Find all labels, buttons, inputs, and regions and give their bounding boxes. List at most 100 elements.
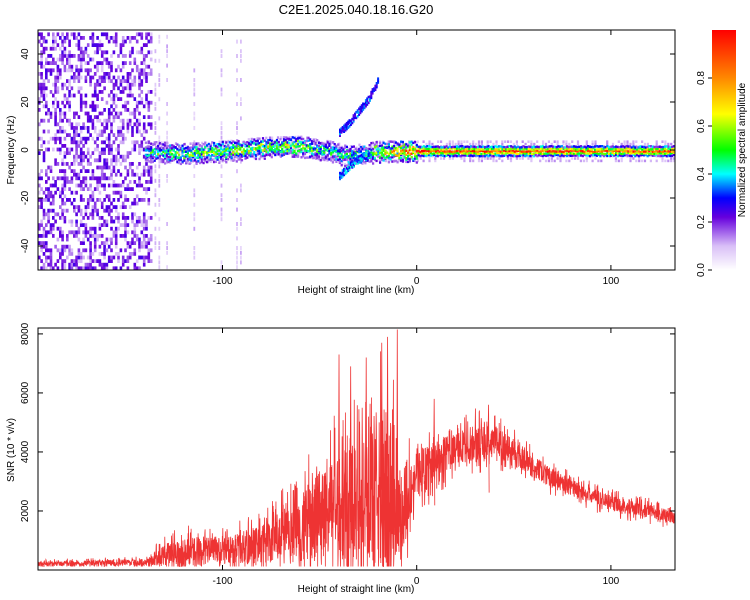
spectrogram-cell (667, 159, 670, 163)
spectrogram-cell (393, 155, 396, 158)
spectrogram-cell (620, 159, 623, 163)
spectrogram-cell (281, 147, 284, 151)
spectrogram-cell (131, 129, 134, 134)
spectrogram-cell (620, 152, 623, 156)
spectrogram-cell (389, 152, 392, 155)
spectrogram-cell (275, 141, 279, 145)
spectrogram-cell (75, 266, 78, 270)
spectrogram-cell (110, 129, 113, 134)
spectrogram-cell (121, 39, 125, 44)
spectrogram-cell (506, 155, 509, 158)
spectrogram-cell (107, 208, 111, 213)
spectrogram-cell (391, 160, 394, 163)
spectrogram-cell (380, 148, 383, 151)
spectrogram-cell (105, 61, 109, 65)
spectrogram-cell (75, 68, 78, 73)
spectrogram-cell (291, 148, 294, 152)
spectrogram-cell (216, 145, 219, 149)
spectrogram-cell (539, 147, 542, 151)
spectrogram-cell (107, 259, 111, 263)
spectrogram-cell (124, 187, 127, 191)
spectrogram-cell (98, 223, 102, 227)
spectrogram-cell (131, 230, 134, 235)
spectrogram-cell (96, 46, 99, 51)
spectrogram-cell (614, 157, 617, 160)
spectrogram-cell (199, 152, 202, 156)
spectrogram-cell (128, 72, 132, 76)
spectrogram-cell (190, 155, 193, 159)
spectrogram-cell (236, 270, 238, 274)
spectrogram-cell (107, 111, 111, 116)
spectrogram-cell (73, 140, 76, 145)
spectrogram-cell (368, 144, 371, 147)
spectrogram-cell (200, 145, 203, 148)
spectrogram-cell (557, 148, 560, 151)
spectrogram-cell (68, 147, 71, 152)
spectrogram-cell (672, 150, 675, 153)
spectrogram-cell (75, 219, 78, 224)
spectrogram-cell (576, 150, 579, 153)
spectrogram-cell (86, 158, 90, 163)
spectrogram-cell (105, 241, 109, 245)
spectrogram-cell (93, 244, 97, 249)
spectrogram-cell (107, 39, 111, 44)
spectrogram-cell (135, 219, 139, 224)
spectrogram-cell (639, 152, 642, 155)
spectrogram-cell (348, 119, 351, 122)
spectrogram-cell (372, 152, 375, 155)
spectrogram-cell (583, 153, 586, 157)
spectrogram-cell (394, 154, 397, 157)
spectrogram-cell (538, 147, 541, 150)
spectrogram-cell (438, 147, 441, 150)
spectrogram-cell (200, 148, 203, 151)
spectrogram-cell (40, 43, 43, 47)
spectrogram-cell (149, 90, 153, 94)
spectrogram-cell (54, 190, 57, 195)
spectrogram-cell (59, 230, 62, 235)
spectrogram-cell (59, 216, 62, 220)
colorbar-gradient (712, 30, 736, 270)
spectrogram-cell (629, 157, 632, 160)
spectrogram-cell (68, 61, 71, 65)
spectrogram-cell (622, 148, 625, 151)
spectrogram-cell (103, 270, 106, 274)
spectrogram-cell (240, 144, 244, 147)
spectrogram-cell (79, 97, 83, 101)
spectrogram-cell (63, 194, 67, 199)
spectrogram-cell (68, 39, 71, 44)
spectrogram-cell (77, 57, 81, 62)
spectrogram-cell (150, 151, 153, 155)
spectrogram-cell (147, 216, 151, 220)
spectrogram-cell (627, 154, 630, 157)
spectrogram-cell (331, 141, 334, 144)
spectrogram-cell (256, 142, 259, 145)
spectrogram-cell (656, 152, 660, 155)
spectrogram-cell (98, 82, 102, 87)
spectrogram-x-ticks: -100 0 100 (212, 30, 620, 287)
spectrogram-cell (124, 234, 127, 238)
spectrogram-cell (47, 190, 50, 195)
spectrogram-cell (38, 270, 41, 274)
spectrogram-cell (131, 68, 134, 73)
spectrogram-cell (302, 144, 305, 147)
spectrogram-cell (131, 82, 134, 87)
spectrogram-cell (68, 104, 71, 109)
spectrogram-cell (195, 144, 198, 148)
spectrogram-cell (429, 151, 432, 155)
spectrogram-cell (167, 160, 170, 164)
spectrogram-cell (86, 115, 90, 119)
spectrogram-cell (73, 129, 76, 134)
spectrogram-cell (63, 162, 67, 166)
spectrogram-cell (96, 259, 99, 263)
spectrogram-cell (562, 147, 565, 151)
spectrogram-cell (206, 151, 209, 154)
spectrogram-cell (665, 150, 668, 153)
spectrogram-cell (545, 154, 548, 158)
spectrogram-cell (571, 148, 574, 151)
spectrogram-cell (616, 152, 619, 155)
spectrogram-cell (573, 152, 576, 156)
spectrogram-cell (96, 183, 99, 188)
spectrogram-cell (602, 152, 605, 156)
spectrogram-cell (382, 155, 385, 158)
spectrogram-cell (398, 143, 401, 146)
